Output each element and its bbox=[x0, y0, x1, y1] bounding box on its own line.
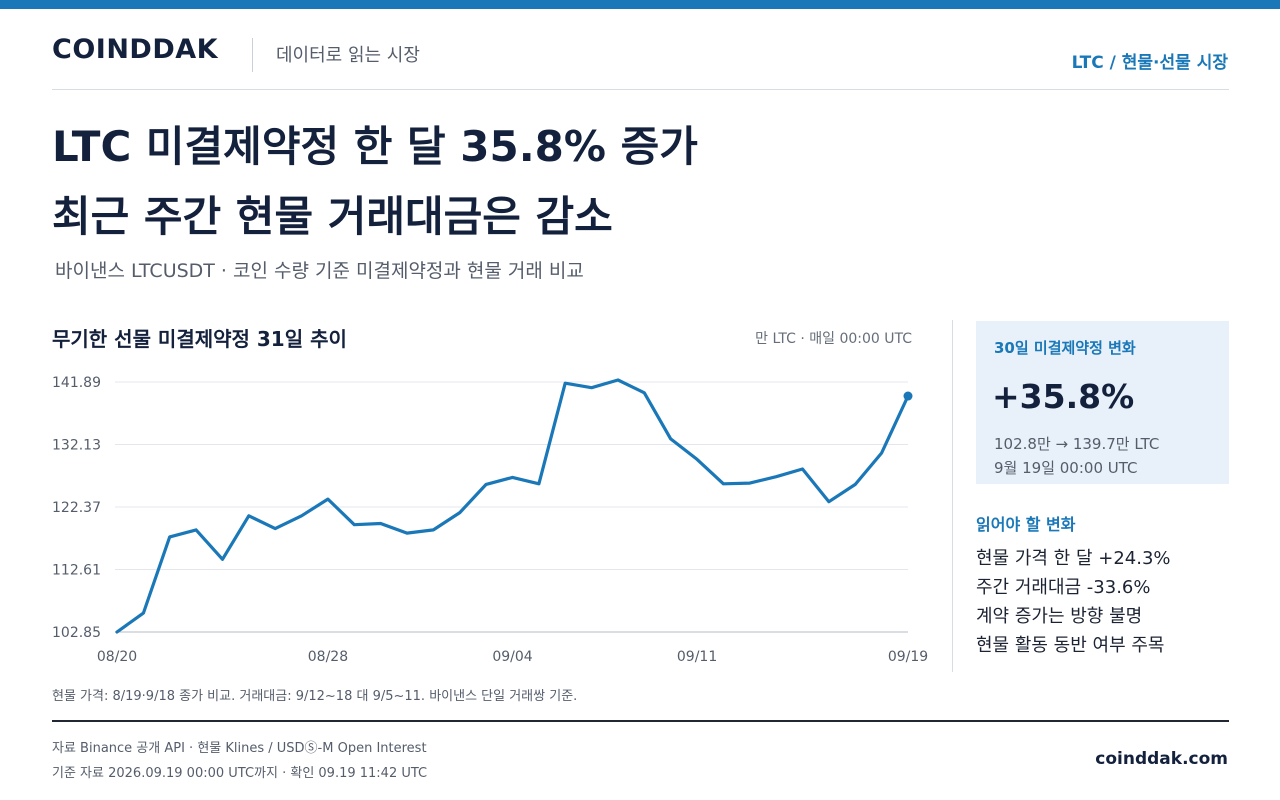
headline-line-2: 최근 주간 현물 거래대금은 감소 bbox=[52, 192, 613, 241]
x-tick-label: 09/19 bbox=[888, 649, 928, 665]
x-tick-label: 08/20 bbox=[97, 649, 137, 665]
stat-value: +35.8% bbox=[992, 377, 1135, 416]
y-tick-label: 132.13 bbox=[52, 438, 101, 454]
y-tick-label: 122.37 bbox=[52, 500, 101, 516]
page-subtitle: 바이낸스 LTCUSDT · 코인 수량 기준 미결제약정과 현물 거래 비교 bbox=[55, 260, 584, 282]
brand-tagline: 데이터로 읽는 시장 bbox=[276, 45, 420, 66]
y-tick-label: 112.61 bbox=[52, 563, 101, 579]
brand-logo[interactable]: COINDDAK bbox=[52, 34, 219, 65]
note-item: 주간 거래대금 -33.6% bbox=[976, 577, 1151, 598]
panel-divider bbox=[952, 320, 953, 672]
open-interest-line-chart: 102.85 112.61 122.37 132.13 141.89 08/20 08/28… bbox=[52, 375, 928, 665]
note-item: 현물 가격 한 달 +24.3% bbox=[976, 548, 1171, 569]
brand-divider bbox=[252, 38, 253, 72]
note-item: 현물 활동 동반 여부 주목 bbox=[976, 635, 1165, 656]
section-link[interactable]: LTC / 현물·선물 시장 bbox=[1071, 53, 1228, 73]
stat-detail: 102.8만 → 139.7만 LTC bbox=[994, 435, 1160, 453]
last-value-point bbox=[903, 391, 913, 401]
site-link[interactable]: coinddak.com bbox=[1095, 749, 1228, 769]
chart-footnote: 현물 가격: 8/19·9/18 종가 비교. 거래대금: 9/12~18 대 … bbox=[52, 689, 578, 704]
headline-line-1: LTC 미결제약정 한 달 35.8% 증가 bbox=[52, 122, 698, 171]
notes-title: 읽어야 할 변화 bbox=[976, 515, 1076, 534]
page-headline: LTC 미결제약정 한 달 35.8% 증가 최근 주간 현물 거래대금은 감소 bbox=[52, 112, 698, 252]
x-tick-label: 09/11 bbox=[677, 649, 717, 665]
source-note: 자료 Binance 공개 API · 현물 Klines / USDⓈ-M O… bbox=[52, 741, 427, 756]
stat-date: 9월 19일 00:00 UTC bbox=[994, 459, 1138, 477]
footer-divider bbox=[52, 720, 1229, 722]
basis-note: 기준 자료 2026.09.19 00:00 UTC까지 · 확인 09.19 … bbox=[52, 766, 428, 781]
chart-title: 무기한 선물 미결제약정 31일 추이 bbox=[52, 327, 347, 351]
x-tick-label: 09/04 bbox=[492, 649, 532, 665]
chart-unit-label: 만 LTC · 매일 00:00 UTC bbox=[755, 331, 912, 347]
notes-list: 현물 가격 한 달 +24.3% 주간 거래대금 -33.6% 계약 증가는 방… bbox=[976, 544, 1171, 660]
y-tick-label: 102.85 bbox=[52, 625, 101, 641]
change-stat-card: 30일 미결제약정 변화 +35.8% 102.8만 → 139.7만 LTC … bbox=[976, 321, 1229, 484]
header-divider bbox=[52, 89, 1229, 90]
x-tick-label: 08/28 bbox=[308, 649, 348, 665]
note-item: 계약 증가는 방향 불명 bbox=[976, 606, 1143, 627]
top-accent-bar bbox=[0, 0, 1280, 9]
stat-label: 30일 미결제약정 변화 bbox=[994, 339, 1136, 357]
open-interest-series-line bbox=[115, 378, 910, 634]
y-tick-label: 141.89 bbox=[52, 375, 101, 391]
